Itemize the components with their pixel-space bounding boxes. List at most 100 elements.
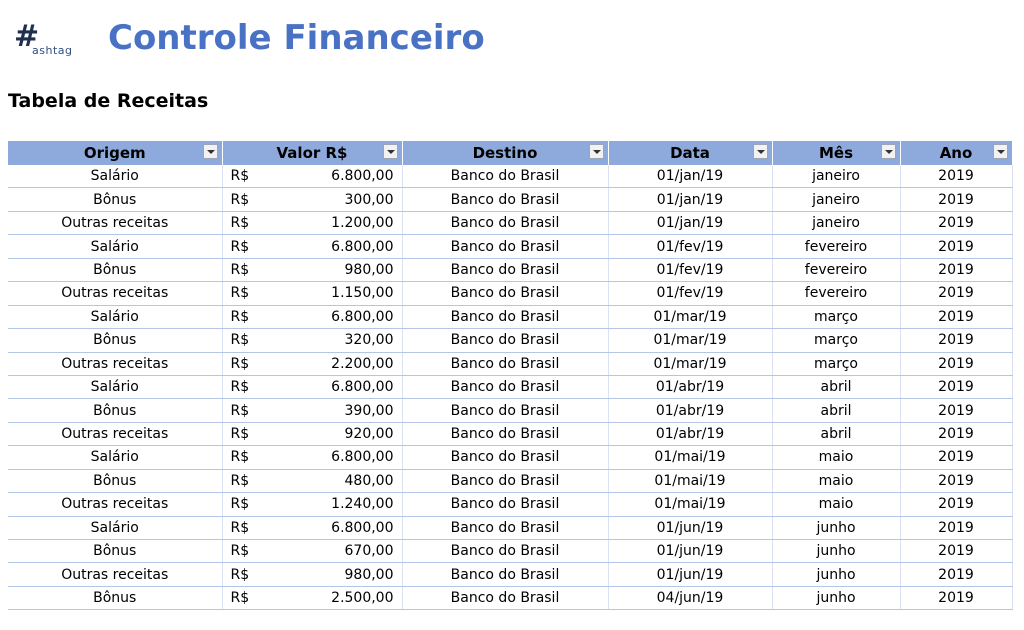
cell-origem[interactable]: Bônus bbox=[8, 328, 223, 353]
cell-destino[interactable]: Banco do Brasil bbox=[402, 445, 609, 470]
cell-origem[interactable]: Outras receitas bbox=[8, 211, 223, 236]
cell-data[interactable]: 01/fev/19 bbox=[608, 281, 773, 306]
cell-ano[interactable]: 2019 bbox=[900, 211, 1013, 236]
cell-mes[interactable]: maio bbox=[772, 469, 901, 494]
cell-valor[interactable]: R$ 300,00 bbox=[222, 187, 403, 212]
cell-destino[interactable]: Banco do Brasil bbox=[402, 328, 609, 353]
cell-ano[interactable]: 2019 bbox=[900, 352, 1013, 376]
cell-data[interactable]: 01/jan/19 bbox=[608, 165, 773, 189]
cell-ano[interactable]: 2019 bbox=[900, 328, 1013, 353]
filter-dropdown-icon[interactable] bbox=[202, 144, 218, 159]
cell-data[interactable]: 04/jun/19 bbox=[608, 586, 773, 611]
cell-mes[interactable]: março bbox=[772, 305, 901, 330]
cell-destino[interactable]: Banco do Brasil bbox=[402, 305, 609, 330]
cell-ano[interactable]: 2019 bbox=[900, 165, 1013, 189]
filter-dropdown-icon[interactable] bbox=[880, 144, 896, 159]
cell-ano[interactable]: 2019 bbox=[900, 586, 1013, 611]
cell-valor[interactable]: R$ 480,00 bbox=[222, 469, 403, 494]
cell-valor[interactable]: R$ 2.500,00 bbox=[222, 586, 403, 611]
cell-valor[interactable]: R$ 980,00 bbox=[222, 562, 403, 587]
filter-dropdown-icon[interactable] bbox=[382, 144, 398, 159]
cell-ano[interactable]: 2019 bbox=[900, 539, 1013, 564]
cell-ano[interactable]: 2019 bbox=[900, 305, 1013, 330]
cell-mes[interactable]: abril bbox=[772, 422, 901, 447]
cell-data[interactable]: 01/jan/19 bbox=[608, 187, 773, 212]
cell-mes[interactable]: junho bbox=[772, 562, 901, 587]
cell-mes[interactable]: junho bbox=[772, 586, 901, 611]
cell-data[interactable]: 01/mai/19 bbox=[608, 445, 773, 470]
cell-mes[interactable]: janeiro bbox=[772, 165, 901, 189]
cell-destino[interactable]: Banco do Brasil bbox=[402, 375, 609, 400]
cell-origem[interactable]: Outras receitas bbox=[8, 492, 223, 517]
cell-destino[interactable]: Banco do Brasil bbox=[402, 469, 609, 494]
cell-mes[interactable]: abril bbox=[772, 398, 901, 423]
cell-ano[interactable]: 2019 bbox=[900, 187, 1013, 212]
filter-dropdown-icon[interactable] bbox=[752, 144, 768, 159]
cell-valor[interactable]: R$ 320,00 bbox=[222, 328, 403, 353]
cell-data[interactable]: 01/abr/19 bbox=[608, 422, 773, 447]
cell-data[interactable]: 01/mar/19 bbox=[608, 352, 773, 376]
cell-destino[interactable]: Banco do Brasil bbox=[402, 187, 609, 212]
cell-origem[interactable]: Salário bbox=[8, 305, 223, 330]
cell-origem[interactable]: Salário bbox=[8, 516, 223, 541]
filter-dropdown-icon[interactable] bbox=[992, 144, 1008, 159]
cell-valor[interactable]: R$ 1.150,00 bbox=[222, 281, 403, 306]
cell-valor[interactable]: R$ 6.800,00 bbox=[222, 375, 403, 400]
cell-destino[interactable]: Banco do Brasil bbox=[402, 492, 609, 517]
cell-ano[interactable]: 2019 bbox=[900, 422, 1013, 447]
cell-origem[interactable]: Bônus bbox=[8, 469, 223, 494]
cell-mes[interactable]: abril bbox=[772, 375, 901, 400]
cell-origem[interactable]: Outras receitas bbox=[8, 422, 223, 447]
cell-ano[interactable]: 2019 bbox=[900, 398, 1013, 423]
cell-ano[interactable]: 2019 bbox=[900, 375, 1013, 400]
cell-data[interactable]: 01/mai/19 bbox=[608, 492, 773, 517]
cell-mes[interactable]: fevereiro bbox=[772, 234, 901, 259]
cell-origem[interactable]: Salário bbox=[8, 165, 223, 189]
cell-data[interactable]: 01/abr/19 bbox=[608, 398, 773, 423]
cell-destino[interactable]: Banco do Brasil bbox=[402, 165, 609, 189]
cell-valor[interactable]: R$ 2.200,00 bbox=[222, 352, 403, 376]
cell-destino[interactable]: Banco do Brasil bbox=[402, 258, 609, 283]
cell-ano[interactable]: 2019 bbox=[900, 445, 1013, 470]
cell-origem[interactable]: Bônus bbox=[8, 187, 223, 212]
cell-valor[interactable]: R$ 6.800,00 bbox=[222, 516, 403, 541]
cell-mes[interactable]: fevereiro bbox=[772, 281, 901, 306]
cell-ano[interactable]: 2019 bbox=[900, 492, 1013, 517]
cell-destino[interactable]: Banco do Brasil bbox=[402, 586, 609, 611]
cell-valor[interactable]: R$ 1.240,00 bbox=[222, 492, 403, 517]
cell-valor[interactable]: R$ 1.200,00 bbox=[222, 211, 403, 236]
cell-mes[interactable]: fevereiro bbox=[772, 258, 901, 283]
cell-destino[interactable]: Banco do Brasil bbox=[402, 352, 609, 376]
cell-ano[interactable]: 2019 bbox=[900, 516, 1013, 541]
cell-mes[interactable]: junho bbox=[772, 516, 901, 541]
cell-origem[interactable]: Salário bbox=[8, 445, 223, 470]
cell-ano[interactable]: 2019 bbox=[900, 234, 1013, 259]
cell-valor[interactable]: R$ 390,00 bbox=[222, 398, 403, 423]
cell-mes[interactable]: março bbox=[772, 328, 901, 353]
cell-mes[interactable]: janeiro bbox=[772, 211, 901, 236]
cell-ano[interactable]: 2019 bbox=[900, 562, 1013, 587]
cell-origem[interactable]: Bônus bbox=[8, 398, 223, 423]
cell-destino[interactable]: Banco do Brasil bbox=[402, 211, 609, 236]
cell-valor[interactable]: R$ 6.800,00 bbox=[222, 305, 403, 330]
cell-destino[interactable]: Banco do Brasil bbox=[402, 234, 609, 259]
cell-ano[interactable]: 2019 bbox=[900, 281, 1013, 306]
cell-origem[interactable]: Salário bbox=[8, 375, 223, 400]
cell-mes[interactable]: junho bbox=[772, 539, 901, 564]
cell-data[interactable]: 01/mar/19 bbox=[608, 328, 773, 353]
cell-valor[interactable]: R$ 6.800,00 bbox=[222, 445, 403, 470]
cell-data[interactable]: 01/jan/19 bbox=[608, 211, 773, 236]
cell-data[interactable]: 01/abr/19 bbox=[608, 375, 773, 400]
cell-destino[interactable]: Banco do Brasil bbox=[402, 422, 609, 447]
cell-data[interactable]: 01/fev/19 bbox=[608, 234, 773, 259]
cell-origem[interactable]: Salário bbox=[8, 234, 223, 259]
filter-dropdown-icon[interactable] bbox=[588, 144, 604, 159]
cell-mes[interactable]: janeiro bbox=[772, 187, 901, 212]
cell-destino[interactable]: Banco do Brasil bbox=[402, 398, 609, 423]
cell-mes[interactable]: março bbox=[772, 352, 901, 376]
cell-data[interactable]: 01/fev/19 bbox=[608, 258, 773, 283]
cell-valor[interactable]: R$ 980,00 bbox=[222, 258, 403, 283]
cell-destino[interactable]: Banco do Brasil bbox=[402, 281, 609, 306]
cell-origem[interactable]: Bônus bbox=[8, 258, 223, 283]
cell-origem[interactable]: Outras receitas bbox=[8, 352, 223, 376]
